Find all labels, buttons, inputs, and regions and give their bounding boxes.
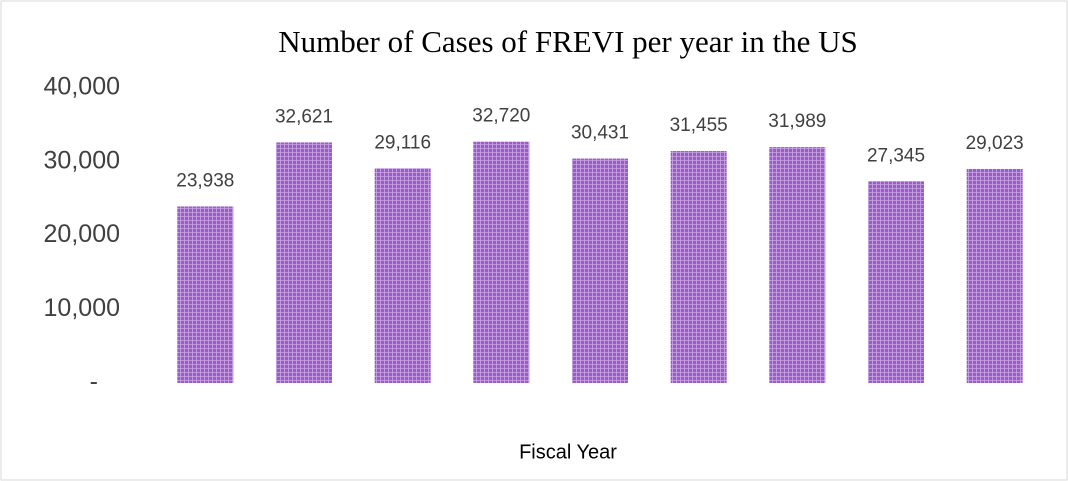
data-label: 29,023 [966,133,1024,154]
bar [276,142,332,383]
data-label: 27,345 [867,145,925,166]
data-label: 29,116 [374,132,431,153]
data-label: 31,455 [670,115,728,136]
chart-title: Number of Cases of FREVI per year in the… [278,24,857,59]
bar [177,206,234,383]
bar [670,151,727,383]
y-tick-label: - [90,368,98,396]
data-label: 31,989 [768,111,826,132]
bar [868,181,924,383]
y-tick-label: 40,000 [44,73,120,101]
bar [769,147,826,383]
bar [966,168,1023,383]
data-label: 30,431 [571,123,629,144]
y-tick-label: 20,000 [44,220,120,248]
data-label: 32,720 [472,106,530,127]
bar [473,141,530,383]
bar [374,168,431,383]
x-axis-label: Fiscal Year [519,441,617,463]
data-label: 23,938 [176,170,234,191]
data-label: 32,621 [275,106,333,127]
bar [572,158,628,383]
y-tick-label: 30,000 [44,146,120,174]
y-tick-label: 10,000 [44,294,120,322]
